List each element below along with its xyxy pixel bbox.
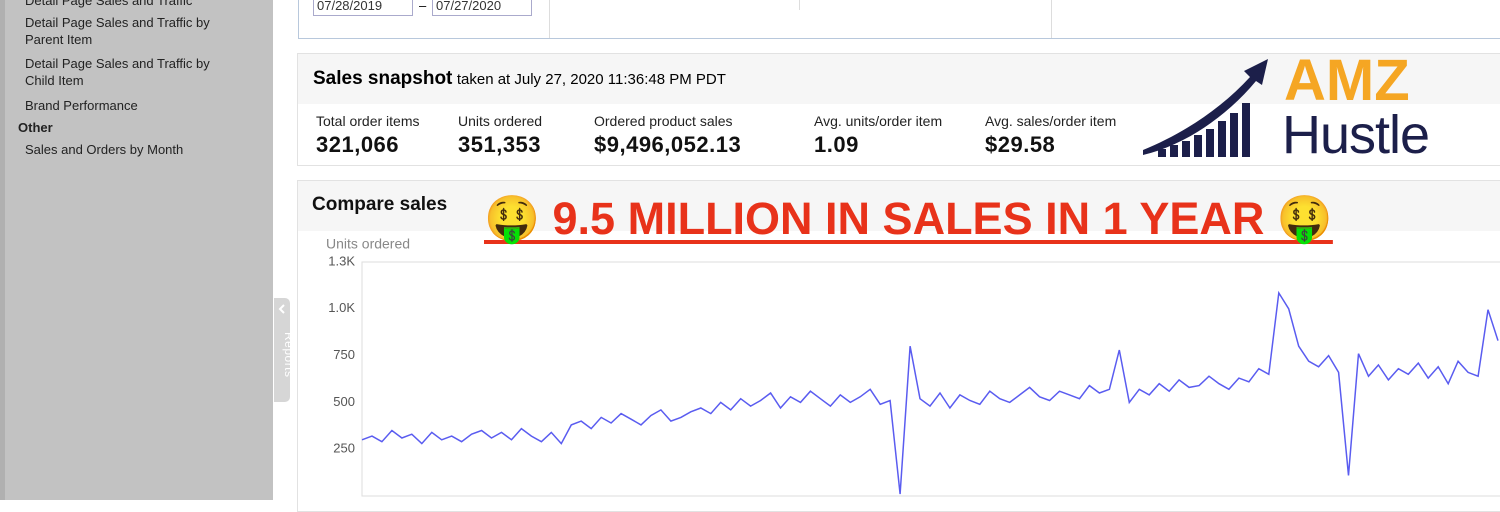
metric-label: Avg. sales/order item: [985, 113, 1117, 129]
metric-label: Ordered product sales: [594, 113, 733, 129]
y-axis-label: Units ordered: [326, 236, 410, 252]
divider: [1051, 0, 1052, 38]
logo-line1: AMZ: [1284, 48, 1410, 113]
metric-value: $9,496,052.13: [594, 132, 742, 157]
metric-value: 321,066: [316, 132, 400, 157]
sidebar-strip: [0, 0, 5, 500]
plot-area: [361, 261, 1500, 497]
sidebar: Detail Page Sales and Traffic Detail Pag…: [0, 0, 273, 500]
metric-value: 1.09: [814, 132, 859, 157]
headline: 🤑 9.5 MILLION IN SALES IN 1 YEAR 🤑: [484, 193, 1333, 244]
tab-label: Reports: [282, 332, 296, 378]
sidebar-item[interactable]: Detail Page Sales and Traffic: [25, 0, 193, 8]
data-line: [361, 290, 1499, 495]
metric-value: 351,353: [458, 132, 542, 157]
snapshot-panel: Sales snapshot taken at July 27, 2020 11…: [297, 53, 1500, 166]
divider: [549, 0, 550, 38]
divider: [799, 0, 800, 10]
sidebar-item[interactable]: Detail Page Sales and Traffic by Parent …: [25, 15, 210, 47]
date-separator: –: [419, 0, 427, 13]
y-tick-label: 750: [333, 347, 355, 362]
chart: Compare sales Units ordered 250 500 750 1.0…: [312, 194, 1500, 497]
y-tick-label: 1.3K: [328, 253, 355, 268]
sidebar-item[interactable]: Detail Page Sales and Traffic by Child I…: [25, 56, 210, 88]
y-tick-label: 1.0K: [328, 300, 355, 315]
logo-line2: Hustle: [1282, 105, 1430, 165]
y-tick-label: 250: [333, 441, 355, 456]
reports-tab[interactable]: Reports: [274, 298, 296, 402]
metric-value: $29.58: [985, 132, 1056, 157]
end-date[interactable]: 07/27/2020: [432, 0, 532, 16]
collapse-arrow: [278, 304, 285, 314]
chart-title: Compare sales: [312, 194, 447, 215]
y-tick-label: 500: [333, 394, 355, 409]
compare-header: [298, 181, 1500, 231]
sidebar-item[interactable]: Sales and Orders by Month: [25, 142, 184, 157]
metric-label: Avg. units/order item: [814, 113, 943, 129]
sidebar-item[interactable]: Brand Performance: [25, 98, 138, 113]
snapshot-title: Sales snapshot: [313, 68, 453, 89]
snapshot-timestamp: taken at July 27, 2020 11:36:48 PM PDT: [456, 71, 726, 88]
metric-label: Total order items: [316, 113, 420, 129]
logo: AMZ Hustle: [1140, 51, 1440, 165]
snapshot-header: Sales snapshot taken at July 27, 2020 11…: [313, 68, 726, 90]
sidebar-section: Other: [18, 120, 53, 135]
metric-label: Units ordered: [458, 113, 543, 129]
logo-icon: [1143, 59, 1268, 157]
date-panel: 07/28/2019 – 07/27/2020: [298, 0, 1500, 39]
start-date[interactable]: 07/28/2019: [313, 0, 413, 16]
metrics-row: Total order items 321,066 Units ordered …: [298, 104, 1500, 165]
